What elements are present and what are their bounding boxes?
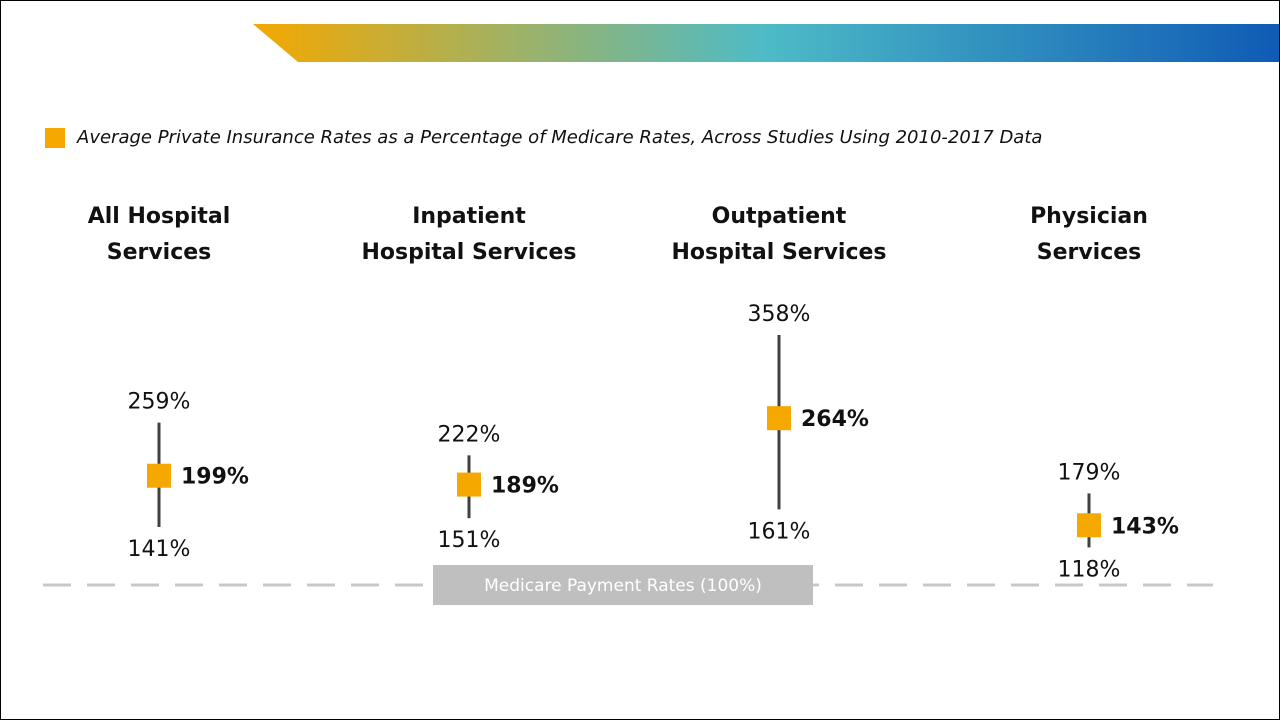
category-title-physician-services: Physician	[1030, 204, 1148, 229]
category-title-all-hospital-services: Services	[107, 240, 212, 265]
avg-label-inpatient-hospital-services: 189%	[491, 474, 559, 499]
average-marker-all-hospital-services	[147, 463, 171, 488]
max-label-all-hospital-services: 259%	[128, 390, 191, 415]
min-label-outpatient-hospital-services: 161%	[748, 519, 811, 544]
medicare-baseline-label: Medicare Payment Rates (100%)	[484, 576, 762, 596]
legend-swatch	[45, 127, 65, 148]
banner-stripe	[253, 24, 1279, 62]
legend-text: Average Private Insurance Rates as a Per…	[77, 127, 1043, 148]
max-label-inpatient-hospital-services: 222%	[438, 422, 501, 447]
header-banner	[253, 24, 1279, 62]
average-marker-outpatient-hospital-services	[767, 406, 791, 431]
category-title-outpatient-hospital-services: Hospital Services	[671, 240, 886, 265]
avg-label-outpatient-hospital-services: 264%	[801, 407, 869, 432]
category-title-all-hospital-services: All Hospital	[88, 204, 231, 229]
category-title-outpatient-hospital-services: Outpatient	[712, 204, 847, 229]
average-marker-physician-services	[1077, 513, 1101, 538]
min-label-inpatient-hospital-services: 151%	[438, 528, 501, 553]
category-title-physician-services: Services	[1037, 240, 1142, 265]
min-label-physician-services: 118%	[1058, 557, 1121, 582]
max-label-physician-services: 179%	[1058, 460, 1121, 485]
min-label-all-hospital-services: 141%	[128, 537, 191, 562]
category-title-inpatient-hospital-services: Inpatient	[412, 204, 526, 229]
avg-label-physician-services: 143%	[1111, 514, 1179, 539]
average-marker-inpatient-hospital-services	[457, 472, 481, 497]
max-label-outpatient-hospital-services: 358%	[748, 302, 811, 327]
legend: Average Private Insurance Rates as a Per…	[45, 127, 1042, 148]
category-title-inpatient-hospital-services: Hospital Services	[361, 240, 576, 265]
avg-label-all-hospital-services: 199%	[181, 465, 249, 490]
medicare-baseline-box	[433, 565, 813, 605]
